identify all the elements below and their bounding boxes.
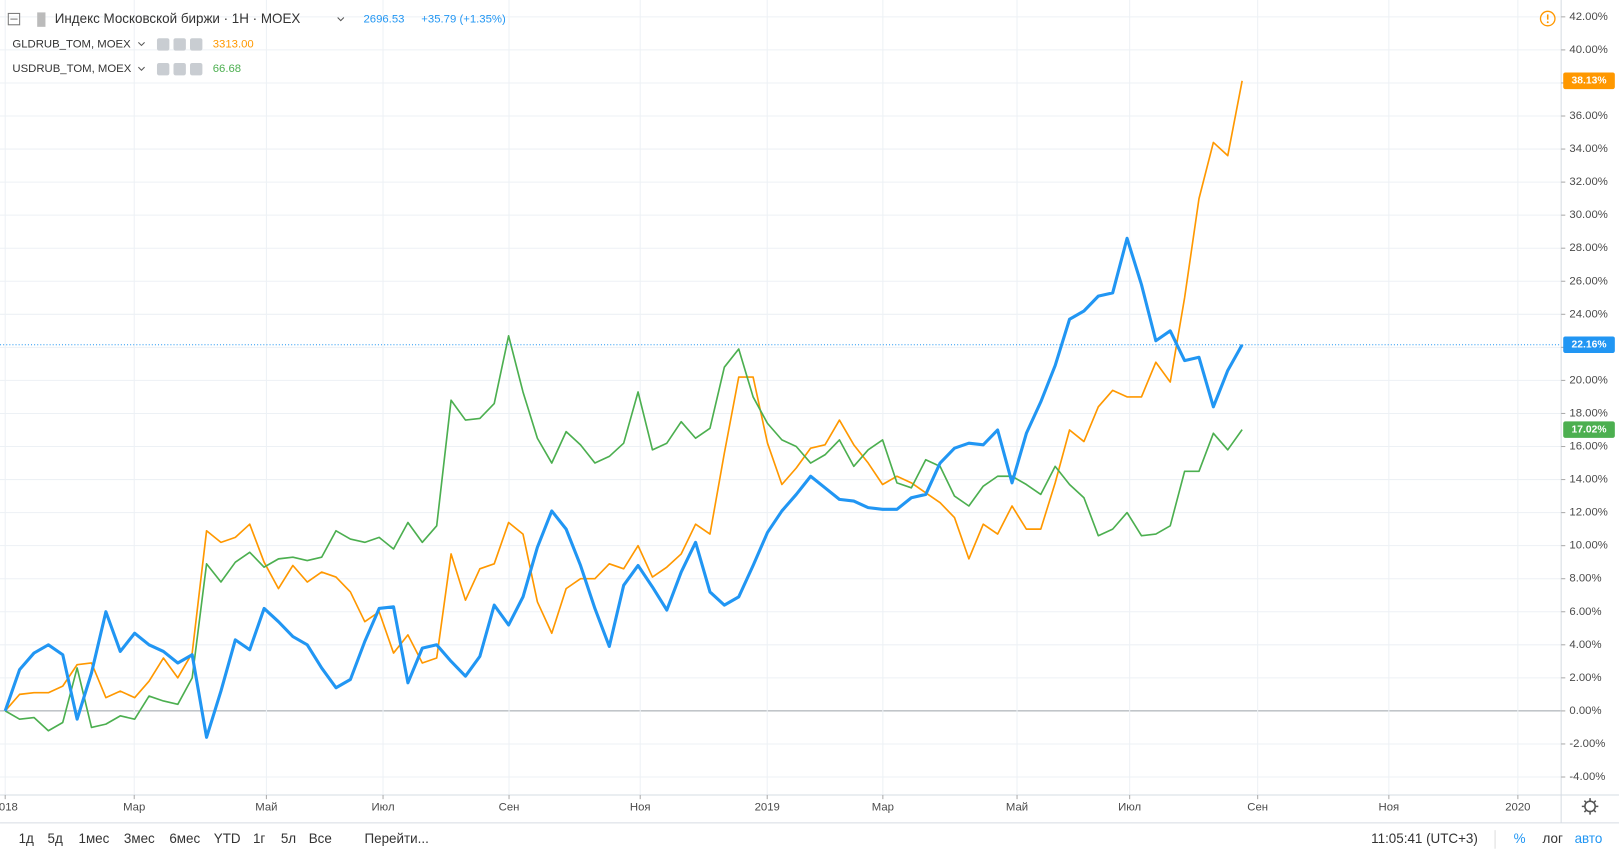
legend-price: 2696.53: [363, 14, 404, 26]
price-badge: [1563, 72, 1615, 90]
y-tick-label: 32.00%: [1569, 176, 1607, 188]
price-badge-label: 17.02%: [1572, 424, 1607, 435]
remove-icon[interactable]: [190, 62, 203, 76]
warning-icon[interactable]: [1539, 10, 1556, 27]
y-tick-label: 20.00%: [1569, 374, 1607, 386]
dropdown-chevron[interactable]: [138, 41, 145, 47]
y-tick-label: 6.00%: [1569, 606, 1601, 618]
y-tick-label: 4.00%: [1569, 639, 1601, 651]
eye-icon[interactable]: [156, 38, 170, 51]
clock: 11:05:41 (UTC+3): [1371, 831, 1478, 846]
legend-symbol[interactable]: USDRUB_TOM, MOEX: [12, 63, 131, 75]
y-tick-label: 28.00%: [1569, 242, 1607, 254]
remove-icon[interactable]: [190, 38, 203, 51]
legend-price: 3313.00: [213, 38, 254, 50]
x-tick-label: Ноя: [630, 801, 651, 813]
range-button[interactable]: 6мес: [169, 831, 200, 846]
y-tick-label: 26.00%: [1569, 275, 1607, 287]
series-line: [4, 80, 1243, 712]
goto-button[interactable]: Перейти...: [364, 831, 428, 846]
x-tick-label: Сен: [499, 801, 520, 813]
settings-icon[interactable]: [173, 62, 186, 76]
scale-button[interactable]: лог: [1543, 831, 1563, 846]
range-button[interactable]: 1г: [253, 831, 265, 846]
grid: [0, 0, 1562, 796]
series-line: [4, 334, 1243, 732]
x-tick-label: 2019: [755, 801, 780, 813]
y-tick-label: 34.00%: [1569, 143, 1607, 155]
dropdown-chevron[interactable]: [337, 17, 345, 22]
price-badge: [1563, 421, 1615, 438]
x-tick-label: 2018: [0, 801, 18, 813]
settings-icon[interactable]: [173, 38, 186, 51]
y-tick-label: -2.00%: [1569, 738, 1605, 750]
y-tick-label: 12.00%: [1569, 507, 1607, 519]
range-button[interactable]: 1мес: [78, 831, 109, 846]
y-tick-label: 0.00%: [1569, 705, 1601, 717]
price-badge: [1563, 336, 1615, 353]
y-tick-label: 24.00%: [1569, 308, 1607, 320]
legend-title: Индекс Московской биржи · 1Н · MOEX: [55, 11, 301, 26]
range-button[interactable]: 5д: [48, 831, 63, 846]
y-tick-label: 40.00%: [1569, 44, 1607, 56]
y-tick-label: 8.00%: [1569, 573, 1601, 585]
y-tick-label: 14.00%: [1569, 474, 1607, 486]
y-tick-label: 16.00%: [1569, 441, 1607, 453]
x-tick-label: Май: [1006, 801, 1028, 813]
y-tick-label: 42.00%: [1569, 11, 1607, 23]
y-tick-label: 18.00%: [1569, 407, 1607, 419]
x-tick-label: Мар: [123, 801, 145, 813]
chart-style-icon: [37, 12, 46, 27]
range-button[interactable]: 3мес: [124, 831, 155, 846]
legend-change: +35.79 (+1.35%): [421, 14, 506, 26]
warning-icon-dot: [1546, 21, 1549, 24]
price-badge-label: 38.13%: [1572, 76, 1607, 87]
legend: GLDRUB_TOM, MOEX 3313.00 USDRUB_TOM, MOEX 6…: [12, 38, 254, 76]
x-tick-label: Мар: [872, 801, 894, 813]
settings-gear-teeth: [1581, 798, 1599, 815]
settings-icon[interactable]: [1581, 798, 1599, 815]
y-tick-label: -4.00%: [1569, 771, 1605, 783]
collapse-icon[interactable]: [7, 12, 21, 26]
legend-symbol[interactable]: GLDRUB_TOM, MOEX: [12, 38, 131, 50]
range-button[interactable]: YTD: [214, 831, 241, 846]
scale-button[interactable]: авто: [1575, 831, 1603, 846]
plot-area: [0, 80, 1562, 739]
x-tick-label: Ноя: [1379, 801, 1400, 813]
scale-button[interactable]: %: [1514, 831, 1526, 846]
y-tick-label: 2.00%: [1569, 672, 1601, 684]
x-tick-label: Сен: [1247, 801, 1268, 813]
y-tick-label: 10.00%: [1569, 540, 1607, 552]
price-badge-label: 22.16%: [1572, 339, 1607, 350]
range-button[interactable]: 5л: [281, 831, 296, 846]
x-tick-label: Май: [255, 801, 277, 813]
x-tick-label: 2020: [1505, 801, 1530, 813]
range-button[interactable]: 1д: [19, 831, 34, 846]
legend-price: 66.68: [213, 63, 241, 75]
dropdown-chevron[interactable]: [138, 66, 145, 71]
axes: -4.00% -2.00% 0.00% 2.00% 4.00% 6.00% 8.00% 10.…: [0, 11, 1615, 813]
series-line: [3, 236, 1244, 739]
x-tick-label: Июл: [372, 801, 395, 813]
range-button[interactable]: Все: [309, 831, 332, 846]
eye-icon[interactable]: [156, 62, 170, 76]
y-tick-label: 30.00%: [1569, 209, 1607, 221]
y-tick-label: 36.00%: [1569, 110, 1607, 122]
x-tick-label: Июл: [1118, 801, 1141, 813]
toolbar: 1д 5д 1мес 3мес 6мес YTD 1г 5л Все Перейти... 11:0…: [19, 830, 1603, 849]
